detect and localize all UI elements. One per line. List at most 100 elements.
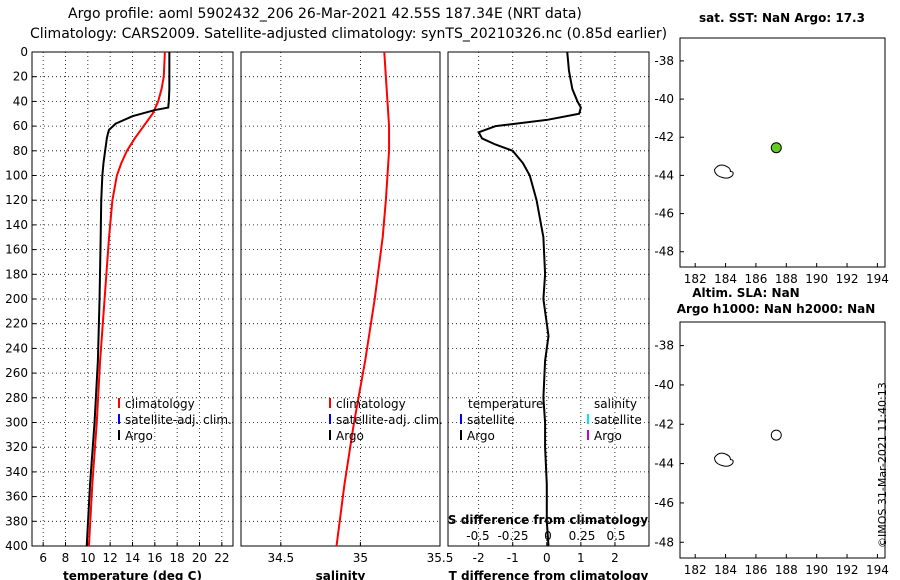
- map-title-map-altim: Altim. SLA: NaN: [692, 286, 799, 300]
- legend-label: Argo: [467, 429, 495, 443]
- x-axis-label-difference: T difference from climatology: [449, 569, 649, 580]
- map-x-tick-label: 184: [714, 272, 737, 286]
- y-tick-label: 180: [5, 267, 28, 281]
- y-tick-label: 60: [13, 119, 28, 133]
- map-x-tick-label: 188: [775, 272, 798, 286]
- map-frame-map-sst: [679, 37, 886, 268]
- x-axis-label-top-difference: S difference from climatology: [448, 513, 648, 527]
- y-tick-label: 380: [5, 514, 28, 528]
- x-tick-label: 22: [214, 551, 229, 565]
- float-position-marker: [770, 429, 782, 441]
- y-tick-label: 220: [5, 317, 28, 331]
- y-tick-label: 20: [13, 70, 28, 84]
- map-x-tick-label: 192: [836, 563, 859, 577]
- legend-header-temperature: temperature: [468, 397, 543, 411]
- x-tick-label: 18: [170, 551, 185, 565]
- map-y-tick-label: -44: [654, 168, 674, 182]
- series-line-climatology: [335, 51, 391, 547]
- map-x-tick-label: 190: [805, 563, 828, 577]
- map-x-tick-label: 182: [684, 563, 707, 577]
- legend-label: Argo: [336, 429, 364, 443]
- x-tick-label: 16: [147, 551, 162, 565]
- y-tick-label: 360: [5, 490, 28, 504]
- series-line-climatology: [87, 51, 166, 547]
- y-tick-label: 260: [5, 366, 28, 380]
- map-y-tick-label: -40: [654, 92, 674, 106]
- y-tick-label: 320: [5, 440, 28, 454]
- y-tick-label: 400: [5, 539, 28, 553]
- y-tick-label: 240: [5, 341, 28, 355]
- x-tick-label: 2: [611, 551, 619, 565]
- y-tick-label: 140: [5, 218, 28, 232]
- y-tick-label: 280: [5, 391, 28, 405]
- x-tick-label: 1: [577, 551, 585, 565]
- y-tick-label: 120: [5, 193, 28, 207]
- secondary-tick-label: -0.5: [466, 529, 489, 543]
- x-axis-label-salinity: salinity: [316, 569, 366, 580]
- y-tick-label: 200: [5, 292, 28, 306]
- x-axis-label-temperature: temperature (deg C): [63, 569, 202, 580]
- x-tick-label: 6: [39, 551, 47, 565]
- x-tick-label: 35.5: [427, 551, 454, 565]
- series-line-argo-t-difference: [477, 51, 582, 547]
- map-x-tick-label: 190: [805, 272, 828, 286]
- x-tick-label: -2: [473, 551, 485, 565]
- map-y-tick-label: -48: [654, 245, 674, 259]
- map-x-tick-label: 194: [866, 563, 889, 577]
- legend-label: satellite: [594, 413, 642, 427]
- map-frame-map-altim: [679, 321, 886, 559]
- panel-frame-salinity: [240, 51, 441, 547]
- map-y-tick-label: -46: [654, 496, 674, 510]
- y-tick-label: 80: [13, 144, 28, 158]
- legend-label: Argo: [125, 429, 153, 443]
- secondary-tick-label: -0.25: [497, 529, 528, 543]
- legend-label: satellite: [467, 413, 515, 427]
- x-tick-label: 8: [62, 551, 70, 565]
- secondary-tick-label: 0.25: [569, 529, 596, 543]
- series-line-argo: [85, 52, 171, 547]
- float-position-marker: [770, 142, 782, 154]
- map-x-tick-label: 194: [866, 272, 889, 286]
- figure-title-line1: Argo profile: aoml 5902432_206 26-Mar-20…: [68, 6, 582, 22]
- map-title-map-sst: sat. SST: NaN Argo: 17.3: [699, 11, 865, 25]
- y-tick-label: 0: [20, 45, 28, 59]
- island-coastline-icon: [714, 452, 734, 467]
- map-x-tick-label: 192: [836, 272, 859, 286]
- secondary-tick-label: 0.5: [606, 529, 625, 543]
- x-tick-label: 12: [103, 551, 118, 565]
- x-tick-label: 10: [80, 551, 95, 565]
- map-x-tick-label: 186: [744, 563, 767, 577]
- legend-label: Argo: [594, 429, 622, 443]
- legend-label: satellite-adj. clim.: [336, 413, 443, 427]
- map-y-tick-label: -48: [654, 535, 674, 549]
- map-y-tick-label: -38: [654, 54, 674, 68]
- map-x-tick-label: 186: [744, 272, 767, 286]
- map-subtitle-map-altim: Argo h1000: NaN h2000: NaN: [677, 302, 876, 316]
- map-y-tick-label: -40: [654, 378, 674, 392]
- x-tick-label: -1: [507, 551, 519, 565]
- y-tick-label: 160: [5, 243, 28, 257]
- secondary-tick-label: 0: [544, 529, 552, 543]
- legend-label: climatology: [125, 397, 195, 411]
- map-y-tick-label: -44: [654, 457, 674, 471]
- legend-label: climatology: [336, 397, 406, 411]
- map-y-tick-label: -42: [654, 130, 674, 144]
- map-x-tick-label: 182: [684, 272, 707, 286]
- legend-header-salinity: salinity: [594, 397, 637, 411]
- map-x-tick-label: 184: [714, 563, 737, 577]
- figure-title-line2: Climatology: CARS2009. Satellite-adjuste…: [30, 26, 668, 42]
- map-x-tick-label: 188: [775, 563, 798, 577]
- island-coastline-icon: [714, 164, 734, 179]
- y-tick-label: 340: [5, 465, 28, 479]
- legend-label: satellite-adj. clim.: [125, 413, 232, 427]
- map-y-tick-label: -46: [654, 207, 674, 221]
- y-tick-label: 300: [5, 416, 28, 430]
- map-y-tick-label: -42: [654, 417, 674, 431]
- timestamp-label: ©IMOS 31-Mar-2021 11:40:13: [876, 382, 889, 548]
- x-tick-label: 14: [125, 551, 140, 565]
- y-tick-label: 100: [5, 169, 28, 183]
- map-y-tick-label: -38: [654, 339, 674, 353]
- x-tick-label: 35: [353, 551, 368, 565]
- x-tick-label: 0: [543, 551, 551, 565]
